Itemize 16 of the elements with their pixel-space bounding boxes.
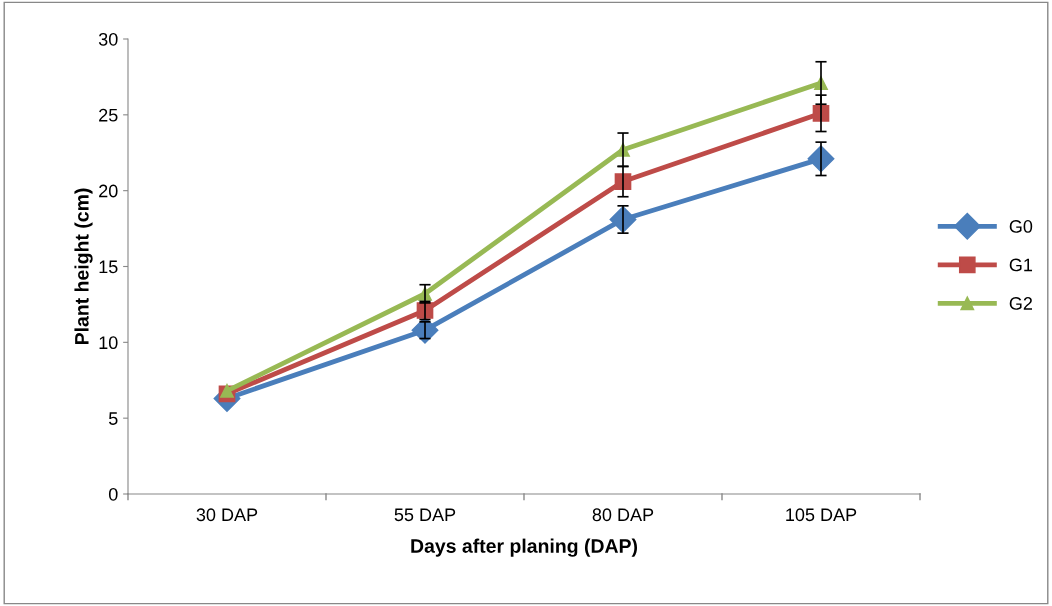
x-axis-title: Days after planing (DAP) <box>411 538 638 557</box>
y-tick-label: 20 <box>99 184 118 198</box>
legend-label: G0 <box>1009 220 1033 233</box>
x-tick-label: 105 DAP <box>786 508 857 522</box>
y-tick-label: 0 <box>108 487 118 501</box>
legend-label: G1 <box>1009 258 1033 272</box>
legend-label: G2 <box>1009 297 1032 310</box>
y-tick-label: 15 <box>99 260 118 274</box>
y-tick-label: 10 <box>99 336 118 350</box>
y-axis-title: Plant height (cm) <box>74 188 93 345</box>
x-tick-label: 30 DAP <box>196 508 258 522</box>
y-tick-label: 5 <box>108 412 118 425</box>
y-tick-label: 30 <box>98 32 118 46</box>
x-tick-label: 55 DAP <box>394 508 456 522</box>
y-tick-label: 25 <box>99 108 118 122</box>
x-tick-label: 80 DAP <box>592 508 654 522</box>
